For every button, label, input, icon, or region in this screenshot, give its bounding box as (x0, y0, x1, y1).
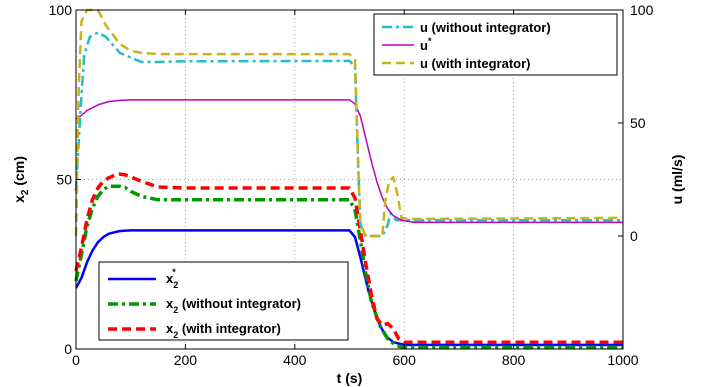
y-left-tick-label: 100 (49, 2, 73, 18)
y-left-tick-label: 0 (64, 341, 72, 357)
x-tick-label: 0 (72, 352, 80, 368)
y-left-label-sub: 2 (20, 189, 31, 195)
legend-top-box (373, 13, 618, 76)
x-axis-label: t (s) (337, 370, 363, 386)
legend-bottom: x2* x2 (without integrator) x2 (with integ… (98, 261, 349, 341)
series-line-x2_with (74, 172, 623, 344)
x-tick-label: 600 (393, 352, 417, 368)
legend-entry-u_with: u (with integrator) (420, 56, 531, 71)
legend-entry-x2_with: x2 (with integrator) (166, 321, 281, 340)
x-tick-label: 800 (502, 352, 526, 368)
legend-entry-u_without: u (without integrator) (420, 20, 551, 35)
legend-entry-x2_without: x2 (without integrator) (166, 296, 301, 315)
y-left-tick-label: 50 (56, 172, 72, 188)
legend-bottom-box (98, 261, 349, 341)
legend-entry-u_star: u* (420, 36, 432, 53)
y-left-label-main: x (11, 195, 27, 203)
series-line-u_without (74, 31, 623, 238)
y-right-tick-label: 50 (630, 115, 646, 131)
series-line-u_star (75, 99, 623, 224)
series-lines (74, 8, 624, 350)
series-line-u_with (74, 8, 624, 238)
y-axis-left-label: x2 (cm) (11, 156, 31, 203)
legend-entry-x2_star: x2* (166, 267, 178, 290)
y-left-label-unit: (cm) (11, 156, 27, 189)
x-tick-label: 1000 (607, 352, 638, 368)
y-axis-right-label: u (ml/s) (669, 155, 685, 205)
series-line-x2_without (74, 184, 623, 350)
legend-top: u (without integrator)u* u (with integrat… (373, 13, 618, 76)
x-tick-label: 400 (283, 352, 307, 368)
y-right-tick-label: 100 (630, 2, 654, 18)
y-right-tick-label: 0 (630, 228, 638, 244)
x-tick-label: 200 (174, 352, 198, 368)
